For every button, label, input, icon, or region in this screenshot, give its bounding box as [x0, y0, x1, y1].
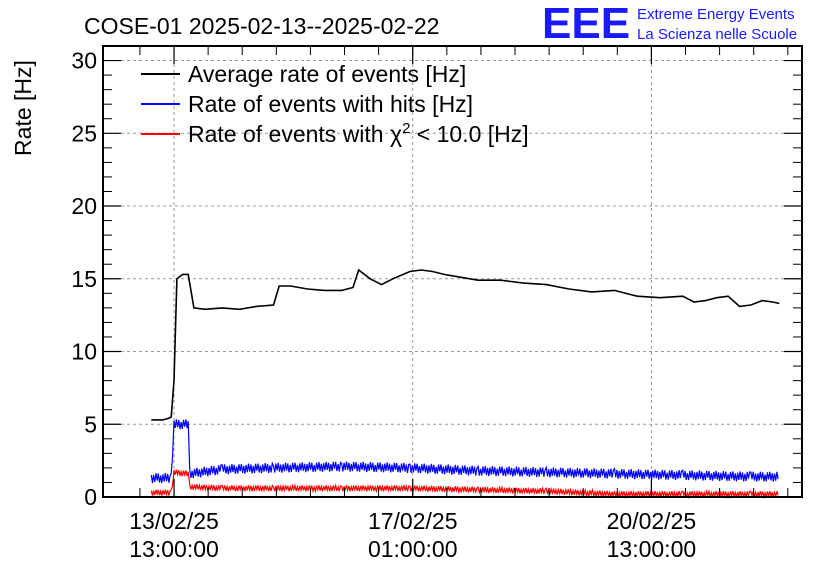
grid — [103, 46, 802, 497]
eee-logo-mark: EEE — [542, 0, 630, 48]
series-line-2 — [150, 469, 779, 500]
x-tick-label-date: 17/02/25 — [368, 508, 458, 534]
data-series — [150, 268, 780, 500]
legend-label-0: Average rate of events [Hz] — [188, 61, 466, 87]
y-tick-label: 10 — [71, 339, 97, 365]
series-line-0 — [151, 268, 780, 421]
series-line-1 — [150, 419, 779, 484]
y-axis-label: Rate [Hz] — [10, 60, 36, 156]
y-tick-label: 0 — [84, 484, 97, 510]
y-tick-label: 5 — [84, 411, 97, 437]
y-tick-label: 30 — [71, 48, 97, 74]
y-tick-label: 25 — [71, 120, 97, 146]
logo-line-1: Extreme Energy Events — [637, 6, 795, 23]
x-tick-label-date: 20/02/25 — [607, 508, 697, 534]
x-tick-label-time: 13:00:00 — [607, 536, 697, 562]
plot-frame — [102, 45, 803, 498]
legend: Average rate of events [Hz] Rate of event… — [141, 61, 529, 147]
x-tick-label-date: 13/02/25 — [129, 508, 219, 534]
logo-line-2: La Scienza nelle Scuole — [637, 26, 797, 43]
x-tick-label-time: 01:00:00 — [368, 536, 458, 562]
axis-ticks: 05101520253013/02/2513:00:0017/02/2501:0… — [71, 45, 802, 562]
y-tick-label: 15 — [71, 266, 97, 292]
y-tick-label: 20 — [71, 193, 97, 219]
chart-title: COSE-01 2025-02-13--2025-02-22 — [84, 13, 439, 39]
legend-label-1: Rate of events with hits [Hz] — [188, 91, 473, 117]
eee-logo: EEE Extreme Energy Events La Scienza nel… — [542, 0, 797, 48]
x-tick-label-time: 13:00:00 — [129, 536, 219, 562]
legend-label-2: Rate of events with χ2 < 10.0 [Hz] — [188, 120, 529, 147]
